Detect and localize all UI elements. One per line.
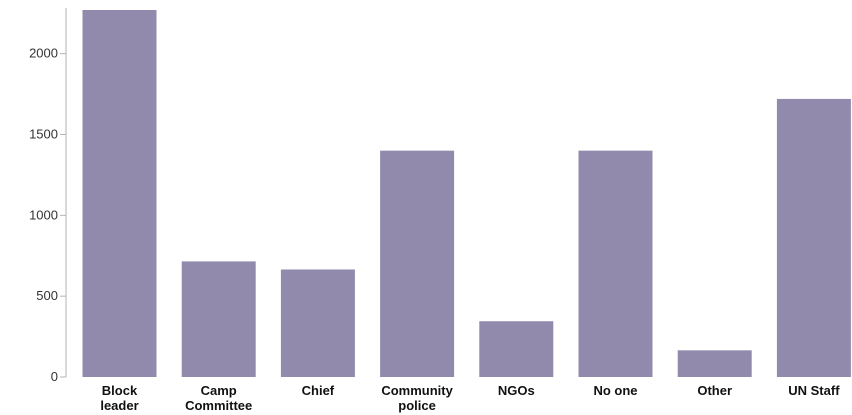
x-category-label-line: police <box>398 398 436 413</box>
x-category-label: Community police <box>381 383 453 413</box>
x-category-label-line: Chief <box>302 383 335 398</box>
x-category-label: NGOs <box>498 383 535 398</box>
x-category-label-line: No one <box>593 383 637 398</box>
bar <box>280 269 355 377</box>
x-category-label: Block leader <box>100 383 138 413</box>
bars <box>82 10 851 377</box>
x-category-label: Chief <box>302 383 335 398</box>
y-tick-label: 1500 <box>29 126 58 141</box>
x-category-label: Other <box>697 383 732 398</box>
bar <box>578 150 653 377</box>
x-category-label: UN Staff <box>788 383 840 398</box>
x-category-label-line: Camp <box>201 383 237 398</box>
bar <box>677 350 752 377</box>
y-tick-label: 2000 <box>29 46 58 61</box>
x-category-label-line: Block <box>102 383 138 398</box>
bar <box>181 261 256 377</box>
x-category-label: Camp Committee <box>185 383 252 413</box>
x-axis-labels: Block leader Camp Committee Chief Community po… <box>100 383 840 413</box>
bar <box>479 321 554 377</box>
y-tick-label: 1000 <box>29 207 58 222</box>
bar <box>82 10 157 377</box>
x-category-label-line: Community <box>381 383 453 398</box>
x-category-label-line: Committee <box>185 398 252 413</box>
bar <box>776 98 851 377</box>
x-category-label-line: leader <box>100 398 138 413</box>
x-category-label-line: Other <box>697 383 732 398</box>
y-tick-label: 500 <box>36 288 58 303</box>
bar <box>380 150 455 377</box>
x-category-label-line: NGOs <box>498 383 535 398</box>
x-category-label: No one <box>593 383 637 398</box>
y-axis: 0 500 1000 1500 2000 <box>29 8 67 384</box>
y-tick-label: 0 <box>51 369 58 384</box>
x-category-label-line: UN Staff <box>788 383 840 398</box>
